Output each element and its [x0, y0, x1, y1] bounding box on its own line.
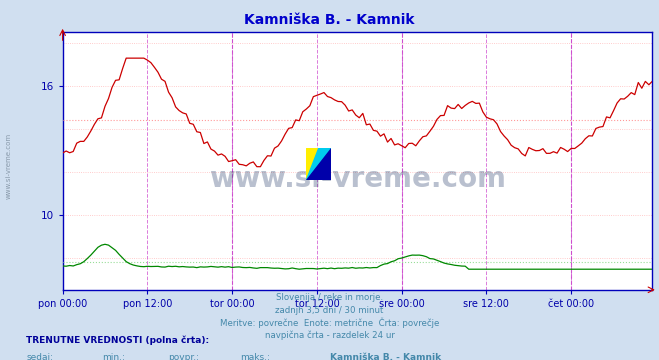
Text: Kamniška B. - Kamnik: Kamniška B. - Kamnik [330, 353, 441, 360]
Text: navpična črta - razdelek 24 ur: navpična črta - razdelek 24 ur [264, 330, 395, 339]
Text: Kamniška B. - Kamnik: Kamniška B. - Kamnik [244, 13, 415, 27]
Text: min.:: min.: [102, 353, 125, 360]
Text: maks.:: maks.: [241, 353, 270, 360]
Text: povpr.:: povpr.: [168, 353, 199, 360]
Polygon shape [306, 148, 331, 180]
Text: TRENUTNE VREDNOSTI (polna črta):: TRENUTNE VREDNOSTI (polna črta): [26, 336, 210, 345]
Text: zadnjh 3,5 dni / 30 minut: zadnjh 3,5 dni / 30 minut [275, 306, 384, 315]
Polygon shape [306, 148, 319, 180]
Polygon shape [306, 148, 331, 180]
Text: www.si-vreme.com: www.si-vreme.com [5, 132, 12, 199]
Text: Slovenija / reke in morje.: Slovenija / reke in morje. [276, 293, 383, 302]
Text: sedaj:: sedaj: [26, 353, 53, 360]
Text: www.si-vreme.com: www.si-vreme.com [209, 165, 506, 193]
Text: Meritve: povrečne  Enote: metrične  Črta: povrečje: Meritve: povrečne Enote: metrične Črta: … [220, 318, 439, 328]
